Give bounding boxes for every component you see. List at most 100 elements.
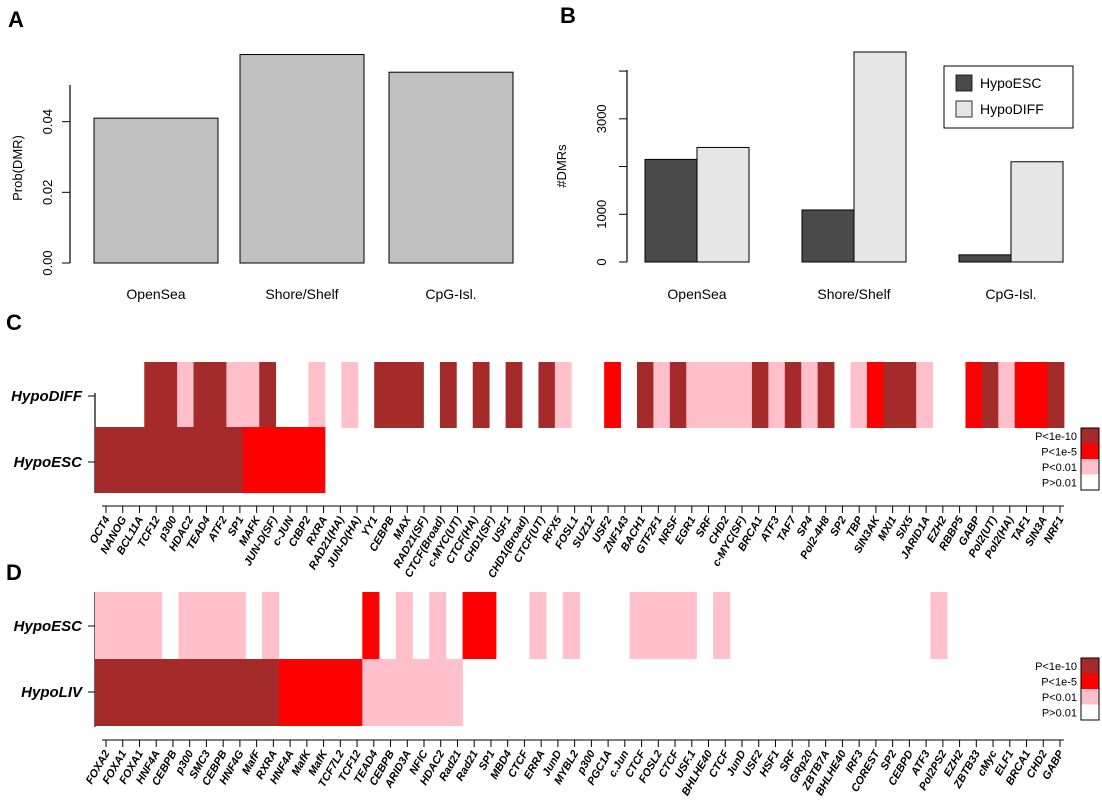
panelC-cell xyxy=(292,427,309,493)
panelC-cell xyxy=(160,427,178,493)
panelD-legend-swatch xyxy=(1081,673,1099,689)
panelD-cell xyxy=(395,592,413,659)
panelD-legend-label: P<1e-5 xyxy=(1041,677,1077,689)
panelC-cell xyxy=(275,427,293,493)
panelD-cell xyxy=(295,659,313,726)
panelD-cell xyxy=(629,592,647,659)
panelC-cell xyxy=(209,362,227,428)
panelC-cell xyxy=(242,427,260,493)
panelD-cell xyxy=(145,659,163,726)
panel-b-y-tick-label: 0 xyxy=(594,258,609,265)
panelC-legend-label: P<0.01 xyxy=(1042,462,1077,474)
panelC-legend-swatch xyxy=(1081,459,1099,475)
panelC-cell xyxy=(472,362,490,428)
panelC-cell xyxy=(308,362,326,428)
panel-a-bar xyxy=(93,117,219,264)
panelC-column-label: MXI1 xyxy=(876,515,899,543)
legend-swatch-hypodiff xyxy=(955,100,973,118)
panelC-cell xyxy=(407,362,424,428)
panelC-cell xyxy=(193,362,211,428)
panelD-cell xyxy=(462,592,480,659)
panelC-legend-swatch xyxy=(1081,474,1099,490)
legend-swatch-hypoesc xyxy=(955,74,973,92)
panelC-cell xyxy=(226,427,244,493)
panelC-cell xyxy=(209,427,227,493)
panelD-cell xyxy=(178,659,196,726)
panelC-cell xyxy=(144,427,162,493)
panelC-legend-label: P<1e-10 xyxy=(1035,431,1077,443)
row-label-hypoliv: HypoLIV xyxy=(21,684,84,701)
panelC-cell xyxy=(226,362,244,428)
panelD-cell xyxy=(429,592,447,659)
row-label-hypoesc: HypoESC xyxy=(14,618,84,635)
panel-a-bar xyxy=(239,54,365,264)
panelD-legend-label: P>0.01 xyxy=(1042,708,1077,720)
panelC-cell xyxy=(768,362,786,428)
panelC-cell xyxy=(390,362,408,428)
panelC-cell xyxy=(193,427,211,493)
panel-a-category-label: OpenSea xyxy=(126,286,185,302)
row-label-hypoesc: HypoESC xyxy=(14,454,84,471)
panelD-cell xyxy=(445,659,463,726)
panelC-cell xyxy=(817,362,835,428)
panel-a-y-tick-label: 0.02 xyxy=(40,180,55,205)
panelD-legend-label: P<1e-10 xyxy=(1035,661,1077,673)
panelC-cell xyxy=(505,362,523,428)
panelC-cell xyxy=(669,362,687,428)
panel-a-category-label: CpG-Isl. xyxy=(425,286,476,302)
panelC-cell xyxy=(735,362,753,428)
panel-letter-d: D xyxy=(6,560,22,585)
panelD-cell xyxy=(228,659,246,726)
panelD-cell xyxy=(312,659,330,726)
panelC-cell xyxy=(702,362,720,428)
panelD-cell xyxy=(679,592,697,659)
panelD-cell xyxy=(646,592,664,659)
panelC-column-label: TAF7 xyxy=(775,514,799,544)
panelC-cell xyxy=(308,427,326,493)
panelD-cell xyxy=(529,592,547,659)
panel-letter-a: A xyxy=(8,7,24,32)
panelC-cell xyxy=(177,427,194,493)
panel-b-legend: HypoESC HypoDIFF xyxy=(943,65,1074,129)
panelD-cell xyxy=(195,659,213,726)
panelD-cell xyxy=(479,592,497,659)
panelD-cell xyxy=(562,592,580,659)
panel-a-category-label: Shore/Shelf xyxy=(265,286,338,302)
panel-b-bar-hypoesc xyxy=(644,158,698,263)
panelD-cell xyxy=(362,592,380,659)
legend-label-hypodiff: HypoDIFF xyxy=(980,101,1044,117)
panelC-legend-border xyxy=(1080,427,1100,491)
panel-b-bar-hypoesc xyxy=(958,254,1012,263)
panelC-cell xyxy=(177,362,194,428)
panelC-cell xyxy=(784,362,802,428)
panelD-legend-border xyxy=(1080,657,1100,721)
panelC-cell xyxy=(1047,362,1065,428)
panelD-legend-swatch xyxy=(1081,704,1099,720)
panelD-cell xyxy=(128,592,146,659)
panelC-cell xyxy=(916,362,934,428)
panelD-cell xyxy=(178,592,196,659)
panel-a-y-tick-label: 0.00 xyxy=(40,250,55,275)
panel-letter-c: C xyxy=(6,310,22,335)
panel-letter-b: B xyxy=(560,3,576,28)
panel-a-y-label: Prob(DMR) xyxy=(10,135,25,201)
panelD-cell xyxy=(345,659,363,726)
panelD-legend-swatch xyxy=(1081,658,1099,674)
panelD-cell xyxy=(262,659,280,726)
panelD-cell xyxy=(211,659,230,726)
panelC-cell xyxy=(604,362,621,428)
panelD-cell xyxy=(161,659,179,726)
panelC-cell xyxy=(850,362,868,428)
panel-b-bar-chart: #DMRs 0 1000 3000 OpenSea Shore/Shelf CpG-Is… xyxy=(554,51,1074,302)
panelC-cell xyxy=(883,362,901,428)
panel-c-heatmap: HypoDIFF HypoESC OCT4NANOGBCL11ATCF12p30… xyxy=(11,362,1100,580)
row-label-hypodiff: HypoDIFF xyxy=(11,388,83,405)
panelD-cell xyxy=(278,659,296,726)
panelC-legend-swatch xyxy=(1081,428,1099,444)
panelD-cell xyxy=(930,592,948,659)
panelC-cell xyxy=(686,362,704,428)
panelD-cell xyxy=(362,659,380,726)
panelD-cell xyxy=(128,659,146,726)
panel-b-y-label: #DMRs xyxy=(554,144,569,188)
